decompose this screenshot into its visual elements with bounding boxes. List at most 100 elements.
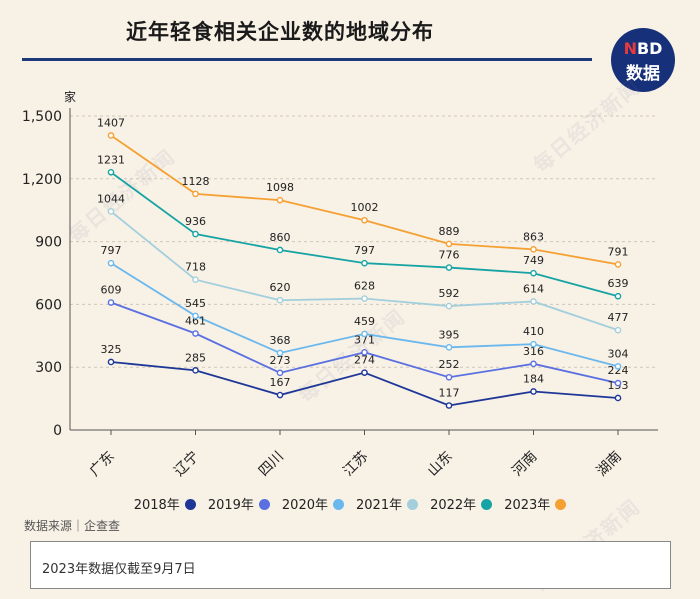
data-label: 592 (439, 287, 460, 300)
data-label: 749 (523, 254, 544, 267)
data-point (276, 369, 284, 377)
data-label: 776 (439, 249, 460, 262)
x-tick-label: 江苏 (340, 449, 371, 480)
legend-item: 2023年 (504, 494, 567, 513)
x-tick-label: 四川 (256, 449, 287, 480)
y-tick-label: 300 (35, 360, 62, 376)
data-point (107, 358, 115, 366)
data-point (445, 402, 453, 409)
legend-item: 2018年 (134, 494, 196, 513)
note-box: 2023年数据仅截至9月7日 (30, 541, 671, 589)
data-point (192, 276, 199, 283)
data-label: 167 (270, 376, 291, 389)
data-point (192, 330, 199, 337)
data-label: 1098 (266, 181, 294, 194)
legend-item: 2020年 (282, 494, 344, 513)
data-point (361, 369, 368, 376)
x-tick-label: 河南 (509, 449, 540, 480)
data-label: 325 (101, 343, 122, 356)
legend-item: 2019年 (208, 494, 270, 513)
nbd-logo: NBD 数据 (611, 28, 675, 92)
data-source: 数据来源｜企查查 (24, 519, 121, 533)
data-label: 609 (101, 284, 122, 297)
note-text: 2023年数据仅截至9月7日 (42, 562, 196, 577)
data-label: 797 (101, 244, 122, 257)
title-rule (22, 58, 592, 61)
data-point (445, 264, 453, 271)
legend-item: 2021年 (356, 494, 419, 513)
data-point (614, 363, 622, 370)
data-point (192, 367, 199, 374)
data-label: 410 (523, 325, 544, 338)
data-point (614, 292, 622, 300)
y-tick-label: 0 (53, 423, 62, 439)
data-label: 791 (608, 245, 629, 258)
legend-swatch (333, 499, 344, 510)
data-point (361, 216, 368, 224)
data-label: 224 (608, 364, 629, 377)
data-label: 628 (354, 280, 375, 293)
data-label: 459 (354, 315, 375, 328)
data-point (530, 298, 537, 305)
y-tick-label: 1,200 (22, 172, 62, 188)
data-label: 117 (439, 387, 460, 400)
y-tick-label: 1,500 (22, 109, 62, 125)
data-label: 461 (185, 314, 206, 327)
data-label: 252 (439, 358, 460, 371)
data-point (276, 296, 284, 304)
x-tick-label: 广东 (87, 449, 118, 480)
data-label: 477 (608, 311, 629, 324)
legend-swatch (407, 499, 419, 510)
data-point (192, 312, 199, 320)
data-point (614, 394, 622, 402)
data-point (614, 379, 622, 387)
data-point (445, 373, 453, 381)
data-point (614, 326, 622, 334)
logo-text-top: NBD (623, 39, 663, 58)
data-point (192, 230, 199, 238)
x-tick-label: 辽宁 (171, 448, 203, 480)
data-point (530, 340, 537, 348)
legend-label: 2022年 (430, 498, 477, 513)
data-label: 1044 (97, 192, 125, 205)
x-tick-label: 山东 (425, 449, 456, 480)
legend-swatch (481, 499, 493, 510)
data-point (107, 208, 115, 215)
legend-swatch (258, 499, 270, 510)
legend-label: 2023年 (504, 498, 551, 513)
data-point (445, 302, 453, 310)
legend-label: 2021年 (356, 498, 403, 513)
data-label: 936 (185, 215, 206, 228)
data-point (530, 360, 537, 368)
data-label: 1128 (182, 175, 210, 188)
legend-label: 2020年 (281, 498, 328, 513)
data-label: 184 (523, 372, 544, 385)
header: 近年轻食相关企业数的地域分布 NBD 数据 (0, 0, 700, 92)
y-axis-label: 家 (64, 89, 76, 104)
data-label: 889 (439, 225, 460, 238)
data-label: 620 (270, 281, 291, 294)
data-point (361, 330, 368, 338)
data-point (530, 388, 537, 395)
logo-text-bottom: 数据 (626, 64, 660, 84)
data-label: 285 (185, 351, 206, 364)
logo-letter-n: N (623, 39, 637, 58)
data-point (107, 299, 115, 306)
data-point (530, 246, 537, 253)
data-point (107, 132, 115, 139)
data-label: 860 (270, 231, 291, 244)
data-point (276, 391, 284, 399)
data-label: 1407 (97, 116, 125, 129)
data-label: 614 (523, 282, 544, 295)
data-label: 797 (354, 244, 375, 257)
data-point (276, 246, 284, 254)
legend-label: 2019年 (207, 498, 254, 513)
data-label: 316 (523, 345, 544, 358)
y-tick-label: 900 (35, 235, 62, 251)
page-title: 近年轻食相关企业数的地域分布 (126, 20, 434, 44)
x-tick-label: 湖南 (594, 449, 625, 480)
data-point (276, 196, 284, 204)
data-label: 368 (270, 334, 291, 347)
data-point (530, 269, 537, 277)
